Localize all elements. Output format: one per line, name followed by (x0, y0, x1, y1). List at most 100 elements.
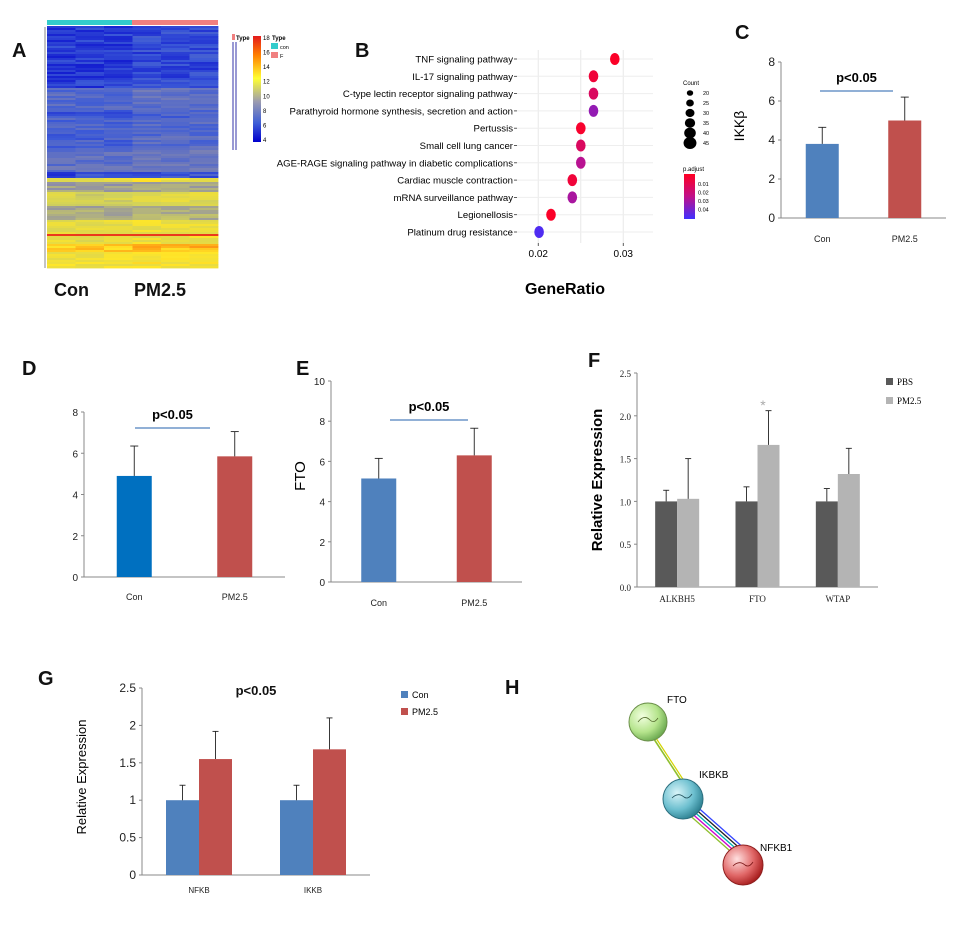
heatmap-cell (47, 116, 76, 119)
node-ikbkb[interactable]: IKBKB (662, 770, 729, 820)
heatmap-cell (132, 120, 162, 123)
heatmap-cell (132, 114, 162, 117)
heatmap-cell (47, 94, 76, 97)
heatmap-cell (189, 214, 219, 217)
heatmap-cell (132, 26, 162, 29)
heatmap-cell (132, 90, 162, 93)
heatmap-cell (104, 152, 133, 155)
heatmap-cell (75, 96, 105, 99)
heatmap-cell (75, 46, 105, 49)
heatmap-cell (75, 224, 105, 227)
heatmap-cell (161, 60, 190, 63)
heatmap-cell (189, 160, 219, 163)
heatmap-cell (189, 60, 219, 63)
heatmap-cell (47, 168, 76, 171)
heatmap-cell (75, 178, 105, 181)
x-category-label: IKKB (304, 886, 322, 895)
heatmap-cell (47, 26, 76, 29)
panel-letter-h: H (505, 677, 520, 699)
heatmap-cell (132, 44, 162, 47)
heatmap-cell (161, 200, 190, 203)
node-fto[interactable]: FTO (628, 695, 687, 742)
heatmap-cell (189, 266, 219, 269)
heatmap-cell (189, 138, 219, 141)
heatmap-cell (132, 28, 162, 31)
heatmap-cell (161, 226, 190, 229)
heatmap-cell (104, 88, 133, 91)
heatmap-cell (75, 210, 105, 213)
heatmap-cell (161, 68, 190, 71)
heatmap-cell (47, 182, 76, 185)
heatmap-cell (47, 248, 76, 251)
heatmap-cell (47, 70, 76, 73)
heatmap-cell (104, 100, 133, 103)
heatmap-cell (132, 122, 162, 125)
heatmap-cell (161, 192, 190, 195)
heatmap-cell (104, 94, 133, 97)
heatmap-cell (161, 98, 190, 101)
dotplot-point (567, 174, 578, 187)
heatmap-cell (104, 166, 133, 169)
heatmap-cell (104, 114, 133, 117)
heatmap-cell (104, 162, 133, 165)
heatmap-cell (189, 122, 219, 125)
x-category-label: PM2.5 (222, 592, 248, 602)
heatmap-cell (47, 200, 76, 203)
heatmap-cell (47, 88, 76, 91)
heatmap-cell (132, 88, 162, 91)
heatmap-cell (47, 92, 76, 95)
heatmap-cell (75, 60, 105, 63)
significance-label: p<0.05 (836, 70, 877, 85)
heatmap-cell (189, 52, 219, 55)
heatmap-cell (47, 142, 76, 145)
heatmap-cell (47, 50, 76, 53)
heatmap-cell (75, 198, 105, 201)
heatmap-cell (161, 258, 190, 261)
heatmap-cell (161, 204, 190, 207)
heatmap-cell (75, 118, 105, 121)
heatmap-cell (161, 76, 190, 79)
heatmap-cell (75, 50, 105, 53)
chart-ikkb: 0 2 4 6 8 Con PM2.5 p<0.05 IKKβ (731, 55, 946, 244)
dotplot-point (567, 191, 578, 204)
heatmap-cell (132, 40, 162, 43)
heatmap-cell (104, 126, 133, 129)
heatmap-cell (189, 248, 219, 251)
heatmap-cell (132, 166, 162, 169)
heatmap-cell (47, 250, 76, 253)
heatmap-cell (104, 36, 133, 39)
heatmap-cell (161, 106, 190, 109)
heatmap-cell (189, 152, 219, 155)
heatmap-cell (161, 132, 190, 135)
heatmap-cell (132, 242, 162, 245)
heatmap-cell (132, 238, 162, 241)
heatmap-cell (161, 90, 190, 93)
heatmap-cell (104, 228, 133, 231)
heatmap-cell (104, 34, 133, 37)
heatmap-cell (132, 202, 162, 205)
heatmap-cell (161, 108, 190, 111)
heatmap-cell (75, 66, 105, 69)
dotplot-point (576, 122, 586, 135)
heatmap-cell (132, 140, 162, 143)
heatmap-cell (132, 172, 162, 175)
heatmap-cell (132, 182, 162, 185)
heatmap-cell (47, 190, 76, 193)
node-nfkb1[interactable]: NFKB1 (722, 843, 793, 886)
heatmap-cell (47, 246, 76, 249)
heatmap-cell (75, 256, 105, 259)
heatmap-cell (47, 256, 76, 259)
heatmap-cell (132, 102, 162, 105)
padj-legend-label: 0.01 (698, 182, 709, 188)
heatmap-cell (47, 72, 76, 75)
heatmap-cell (132, 188, 162, 191)
heatmap-cell (189, 84, 219, 87)
heatmap-cell (47, 58, 76, 61)
heatmap-cell (161, 218, 190, 221)
heatmap-cell (132, 92, 162, 95)
heatmap-cell (161, 196, 190, 199)
heatmap-cell (104, 192, 133, 195)
heatmap-cell (189, 224, 219, 227)
heatmap-cell (75, 134, 105, 137)
heatmap-cell (75, 260, 105, 263)
